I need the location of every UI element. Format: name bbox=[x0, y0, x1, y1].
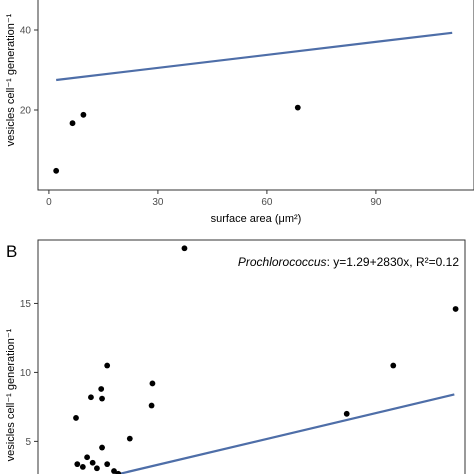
panel-a-points bbox=[53, 104, 301, 174]
panel-b-data-point bbox=[452, 306, 459, 312]
panel-b-data-point bbox=[98, 386, 105, 392]
panel-a-data-point bbox=[53, 167, 60, 174]
panel-a-x-axis-title: surface area (μm²) bbox=[211, 213, 302, 225]
panel-b-data-point bbox=[79, 463, 86, 470]
panel-b-data-point bbox=[115, 470, 122, 474]
panel-a-fit-line bbox=[56, 31, 453, 82]
panel-a-x-tick-label: 0 bbox=[46, 197, 52, 208]
panel-b-data-point bbox=[390, 362, 397, 369]
panel-b-data-point bbox=[88, 394, 94, 401]
panel-a-x-tick-label: 60 bbox=[261, 197, 273, 208]
panel-a-y-tick-label: 20 bbox=[20, 106, 32, 117]
panel-b-data-point bbox=[149, 380, 156, 387]
panel-b-data-point bbox=[74, 461, 81, 468]
panel-a-x-tick-label: 90 bbox=[370, 197, 382, 208]
panel-b-data-point bbox=[99, 444, 105, 451]
panel-b-y-tick-label: 5 bbox=[25, 437, 31, 448]
panel-a-frame bbox=[37, 0, 474, 191]
panel-b-data-point bbox=[343, 410, 350, 417]
panel-a-x-axis: 0 30 60 90 bbox=[46, 190, 382, 208]
panel-b-data-point bbox=[84, 454, 91, 461]
panel-b-y-tick-label: 10 bbox=[20, 368, 32, 379]
panel-b-letter: B bbox=[6, 242, 17, 261]
panel-b-fit-line-group bbox=[114, 393, 455, 474]
panel-b-frame bbox=[37, 239, 466, 474]
panel-a-y-tick-label: 40 bbox=[20, 26, 32, 37]
panel-b-data-point bbox=[104, 461, 111, 468]
panel-b-data-point bbox=[148, 402, 155, 409]
panel-b: B 5 10 15 Prochlorococcus: y=1.29+2830x, R… bbox=[5, 239, 466, 474]
panel-a-data-point bbox=[294, 104, 301, 111]
panel-a-y-axis-title: vesicles cell⁻¹ generation⁻¹ bbox=[5, 13, 17, 146]
panel-a-fit-line-group bbox=[56, 31, 453, 82]
panel-a-data-point bbox=[80, 111, 87, 118]
panel-b-y-axis-title: vesicles cell⁻¹ generation⁻¹ bbox=[5, 328, 17, 461]
panel-b-data-point bbox=[73, 415, 79, 421]
panel-b-data-point bbox=[94, 465, 100, 472]
panel-b-y-tick-label: 15 bbox=[20, 299, 32, 310]
panel-b-data-point bbox=[111, 468, 117, 474]
panel-b-annotation: Prochlorococcus: y=1.29+2830x, R²=0.12 bbox=[238, 255, 459, 269]
panel-b-data-point bbox=[104, 362, 111, 369]
panel-b-data-point bbox=[181, 245, 188, 252]
panel-b-data-point bbox=[89, 459, 96, 466]
panel-b-points bbox=[73, 245, 459, 474]
panel-b-fit-line bbox=[114, 393, 455, 474]
panel-b-data-point bbox=[126, 435, 133, 442]
panel-b-y-axis: 5 10 15 bbox=[20, 299, 38, 448]
panel-a-data-point bbox=[69, 120, 76, 127]
panel-b-annotation-equation: : y=1.29+2830x, R²=0.12 bbox=[327, 255, 460, 269]
panel-b-annotation-organism: Prochlorococcus bbox=[238, 255, 327, 269]
panel-a-x-tick-label: 30 bbox=[152, 197, 164, 208]
panel-b-data-point bbox=[99, 395, 105, 402]
